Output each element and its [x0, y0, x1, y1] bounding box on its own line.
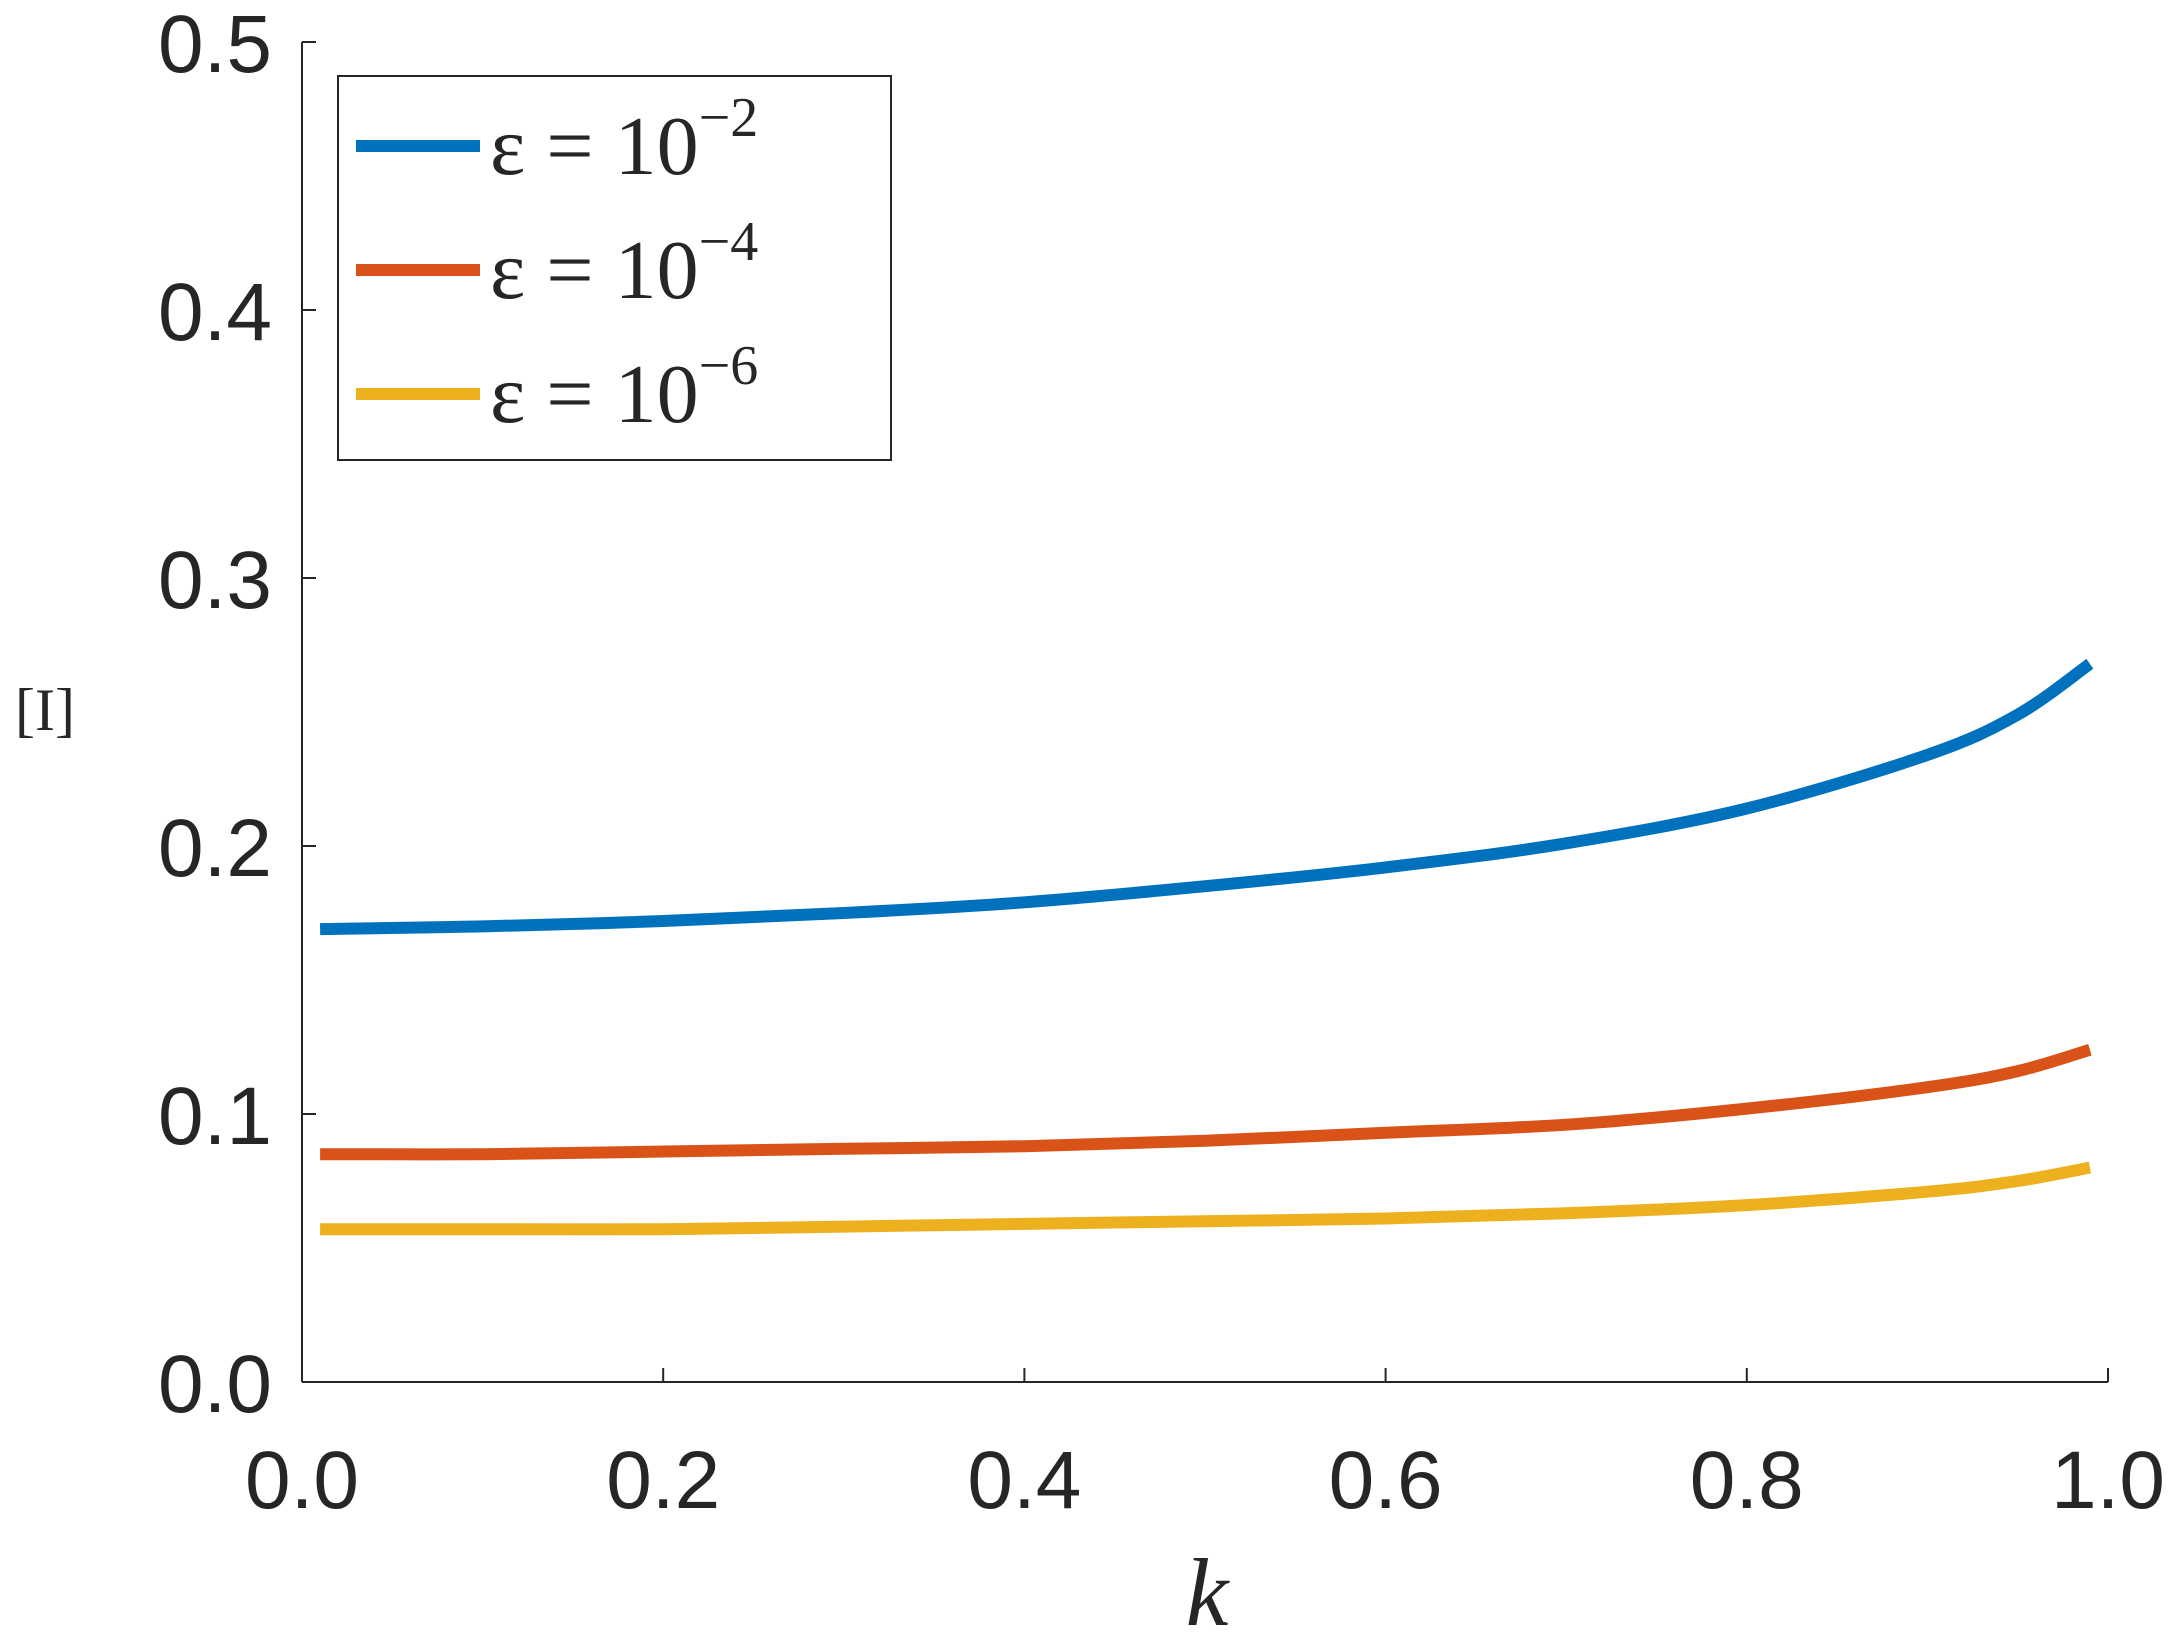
axes: 0.0 0.2 0.4 0.6 0.8 1.0 0.0 0.1 0.2 0.3 0.4 0.5 [158, 0, 2165, 1526]
legend-label-3: ε = 10−6 [490, 335, 758, 441]
y-tick-label: 0.0 [158, 1339, 272, 1430]
series-line-1 [319, 658, 2094, 936]
y-tick-label: 0.4 [158, 267, 272, 358]
x-tick-label: 0.4 [967, 1435, 1081, 1526]
legend-label-exponent: −2 [699, 87, 759, 149]
x-tick-label: 0.6 [1329, 1435, 1443, 1526]
x-axis-label: k [1186, 1539, 1231, 1633]
y-tick-label: 0.1 [158, 1071, 272, 1162]
y-tick-label: 0.2 [158, 803, 272, 894]
y-axis-label: [I] [15, 677, 75, 743]
x-tick-label: 0.2 [606, 1435, 720, 1526]
legend-label-exponent: −4 [699, 211, 759, 273]
x-tick-label: 0.8 [1690, 1435, 1804, 1526]
legend-label-2: ε = 10−4 [490, 211, 758, 317]
x-tick-label: 1.0 [2051, 1435, 2165, 1526]
legend-label-exponent: −6 [699, 335, 759, 397]
y-tick-label: 0.3 [158, 535, 272, 626]
legend-label-1: ε = 10−2 [490, 87, 758, 193]
series-layer [319, 658, 2094, 1236]
series-line-3 [320, 1161, 2091, 1236]
series-line-2 [320, 1043, 2092, 1161]
legend-label-base: ε = 10 [490, 100, 699, 193]
x-tick-label: 0.0 [245, 1435, 359, 1526]
y-tick-label: 0.5 [158, 0, 272, 90]
legend: ε = 10−2ε = 10−4ε = 10−6 [337, 75, 892, 461]
legend-label-base: ε = 10 [490, 348, 699, 441]
legend-label-base: ε = 10 [490, 224, 699, 317]
